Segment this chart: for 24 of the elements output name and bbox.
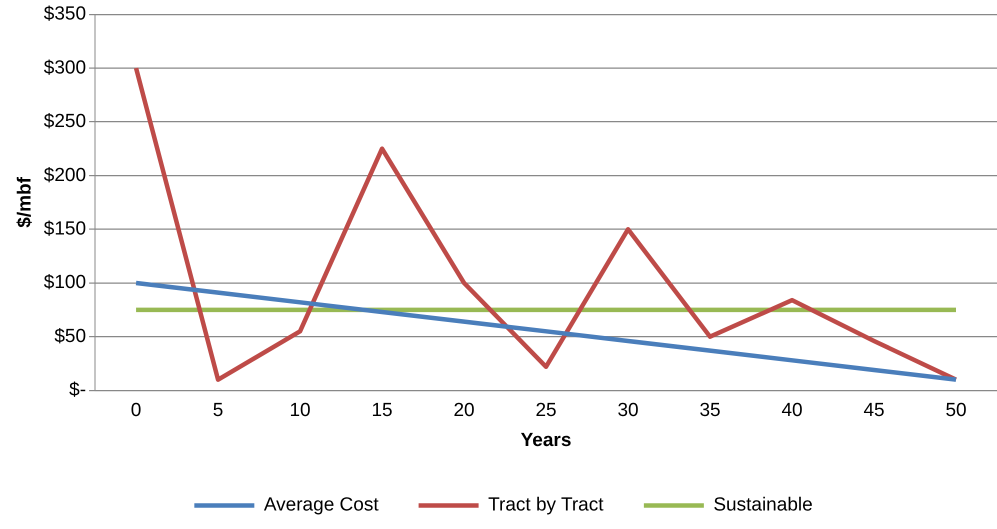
x-tick-label: 35 — [699, 400, 721, 422]
y-axis-title: $/mbf — [14, 176, 36, 228]
x-tick-label: 45 — [863, 400, 885, 422]
legend-label: Sustainable — [713, 494, 813, 516]
y-tick-label: $250 — [44, 111, 86, 132]
y-tick-label: $350 — [44, 4, 86, 25]
x-axis-title: Years — [520, 430, 572, 451]
x-tick-label: 20 — [453, 400, 475, 422]
legend-label: Average Cost — [264, 494, 380, 516]
x-tick-label: 40 — [781, 400, 803, 422]
y-tick-label: $300 — [44, 57, 86, 78]
x-tick-label: 25 — [535, 400, 557, 422]
x-tick-label: 0 — [130, 400, 142, 422]
x-tick-label: 30 — [617, 400, 639, 422]
y-tick-label: $150 — [44, 218, 86, 240]
x-tick-label: 10 — [289, 400, 311, 422]
y-tick-label: $200 — [44, 164, 86, 186]
x-tick-label: 50 — [945, 400, 967, 422]
x-tick-label: 15 — [371, 400, 393, 422]
legend-label: Tract by Tract — [488, 494, 604, 516]
y-tick-label: $50 — [54, 326, 86, 347]
y-tick-label: $- — [69, 380, 86, 401]
x-tick-label: 5 — [212, 400, 224, 422]
y-tick-label: $100 — [44, 272, 86, 294]
